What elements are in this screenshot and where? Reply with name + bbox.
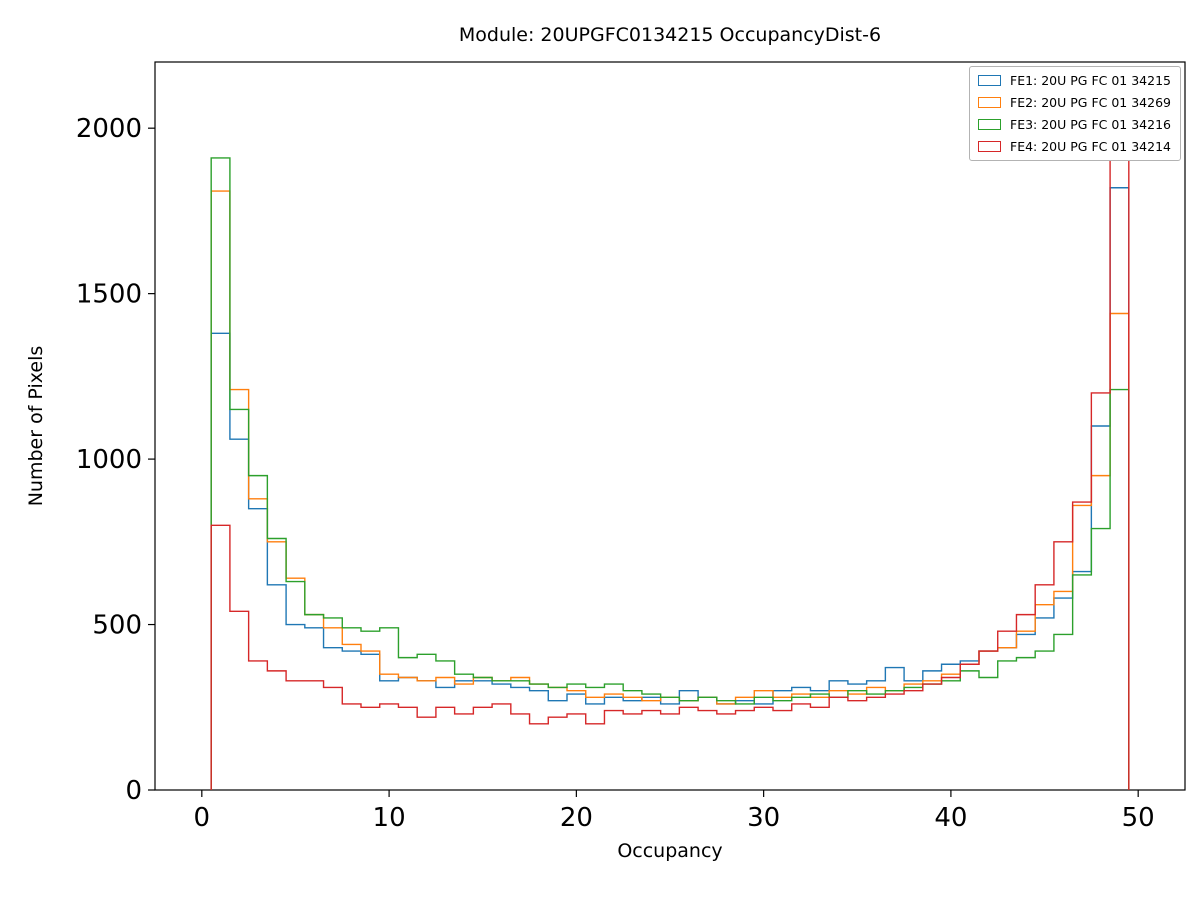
series-fe1-step-line	[210, 187, 1130, 790]
y-tick-label: 500	[92, 611, 142, 641]
y-tick-label: 0	[125, 776, 142, 806]
series-swatch-icon	[978, 119, 1001, 130]
series-swatch-icon	[978, 97, 1001, 108]
legend-entry: FE1: 20U PG FC 01 34215	[978, 71, 1171, 90]
series-fe4-step-line	[210, 77, 1130, 790]
legend-entry: FE3: 20U PG FC 01 34216	[978, 115, 1171, 134]
legend-entry: FE4: 20U PG FC 01 34214	[978, 137, 1171, 156]
legend-label: FE4: 20U PG FC 01 34214	[1010, 139, 1171, 154]
series-fe3-step-line	[210, 157, 1130, 790]
y-tick-label: 1500	[76, 280, 142, 310]
legend-entry: FE2: 20U PG FC 01 34269	[978, 93, 1171, 112]
x-tick-label: 40	[934, 803, 967, 833]
x-tick-label: 30	[747, 803, 780, 833]
axes-frame	[154, 61, 1186, 791]
x-tick-label: 50	[1122, 803, 1155, 833]
x-tick-label: 10	[373, 803, 406, 833]
legend: FE1: 20U PG FC 01 34215 FE2: 20U PG FC 0…	[969, 66, 1181, 161]
x-tick-label: 20	[560, 803, 593, 833]
y-tick-label: 1000	[76, 445, 142, 475]
x-tick-label: 0	[194, 803, 211, 833]
legend-label: FE2: 20U PG FC 01 34269	[1010, 95, 1171, 110]
series-swatch-icon	[978, 141, 1001, 152]
y-tick-label: 2000	[76, 114, 142, 144]
legend-label: FE3: 20U PG FC 01 34216	[1010, 117, 1171, 132]
series-swatch-icon	[978, 75, 1001, 86]
x-axis-label: Occupancy	[617, 840, 723, 862]
chart-title: Module: 20UPGFC0134215 OccupancyDist-6	[458, 24, 882, 46]
legend-label: FE1: 20U PG FC 01 34215	[1010, 73, 1171, 88]
series-fe2-step-line	[210, 190, 1130, 790]
